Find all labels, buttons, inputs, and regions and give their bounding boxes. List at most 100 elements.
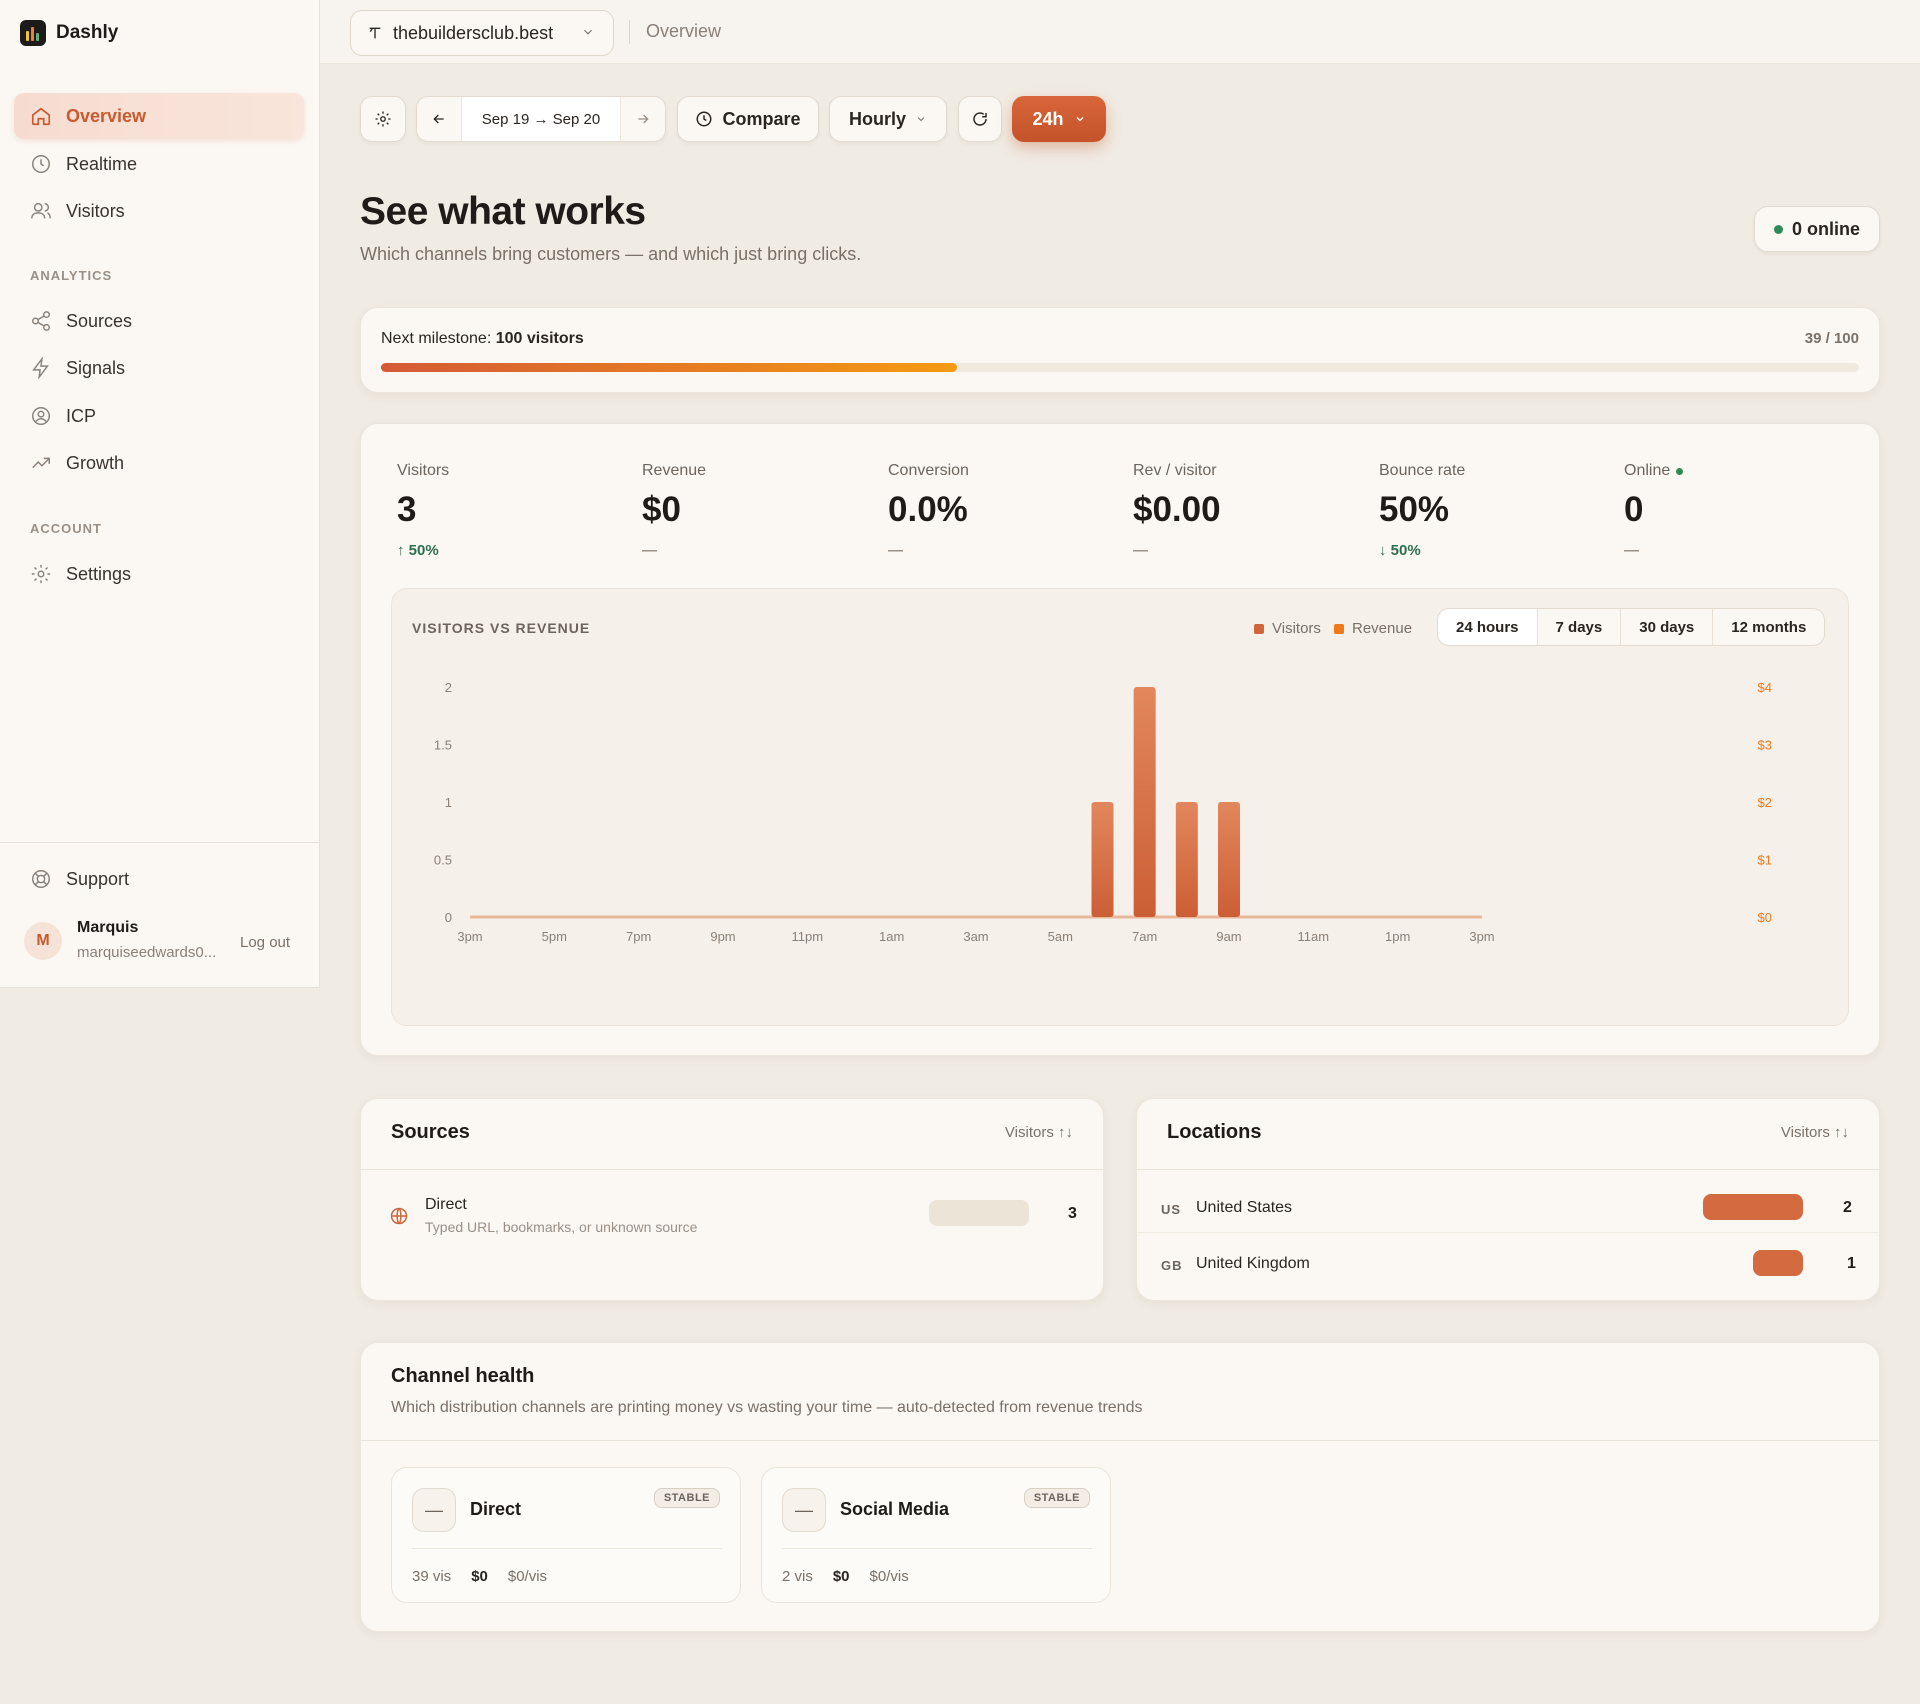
stat-revenue[interactable]: Revenue $0 — — [642, 462, 862, 559]
card-divider — [361, 1440, 1879, 1441]
status-badge: STABLE — [653, 1488, 720, 1508]
stat-delta: — — [1624, 542, 1639, 559]
stat-label: Online — [1624, 462, 1671, 479]
breadcrumb: Overview — [646, 21, 722, 41]
legend-visitors[interactable]: Visitors — [1254, 620, 1321, 637]
sidebar-item-realtime[interactable]: Realtime — [14, 141, 304, 187]
avatar[interactable]: M — [24, 922, 62, 960]
country-share-bar — [1753, 1250, 1803, 1276]
stat-label: Revenue — [642, 462, 707, 479]
sidebar-item-icp[interactable]: ICP — [14, 393, 304, 439]
stat-delta: — — [642, 542, 657, 559]
users-icon — [31, 202, 51, 219]
sidebar-item-support[interactable]: Support — [14, 856, 304, 902]
visitors-bar — [1218, 802, 1240, 917]
sources-title: Sources — [391, 1121, 470, 1143]
sidebar-item-overview[interactable]: Overview — [14, 93, 304, 139]
refresh-button[interactable] — [958, 96, 1002, 142]
sources-sort-toggle[interactable]: Visitors ↑↓ — [1004, 1124, 1073, 1141]
stable-trend-icon: — — [782, 1488, 826, 1532]
stats-card: Visitors 3 ↑ 50% Revenue $0 — Conversion… — [360, 423, 1880, 1056]
legend-revenue[interactable]: Revenue — [1334, 620, 1412, 637]
stat-rev-per-visitor[interactable]: Rev / visitor $0.00 — — [1133, 462, 1353, 559]
milestone-progress-track — [381, 363, 1859, 372]
locations-card: Locations Visitors ↑↓ US United States 2… — [1136, 1098, 1880, 1301]
channel-visits: 39 vis — [412, 1568, 452, 1585]
sidebar-item-label: Overview — [66, 105, 147, 126]
card-divider — [782, 1548, 1092, 1549]
channel-health-subtitle: Which distribution channels are printing… — [391, 1399, 1143, 1416]
channel-visits: 2 vis — [782, 1568, 813, 1585]
milestone-target: 100 visitors — [495, 330, 584, 347]
y2-tick-label: $2 — [1758, 795, 1772, 810]
stat-value: 50% — [1379, 490, 1450, 529]
site-favicon-icon — [369, 27, 381, 39]
range-12-months[interactable]: 12 months — [1731, 618, 1807, 636]
dashly-logo-icon — [20, 20, 46, 46]
sidebar-item-growth[interactable]: Growth — [14, 440, 304, 486]
sidebar-item-visitors[interactable]: Visitors — [14, 188, 304, 234]
period-dropdown[interactable]: 24h — [1012, 96, 1106, 142]
chevron-down-icon — [917, 117, 925, 122]
channel-health-card: Channel health Which distribution channe… — [360, 1342, 1880, 1632]
stat-visitors[interactable]: Visitors 3 ↑ 50% — [397, 462, 617, 559]
next-period-button[interactable] — [621, 97, 665, 141]
legend-swatch-visitors — [1254, 623, 1264, 634]
source-name: Direct — [425, 1196, 467, 1213]
y-tick-label: 1 — [445, 795, 452, 810]
x-tick-label: 7pm — [626, 929, 651, 944]
sidebar-item-signals[interactable]: Signals — [14, 345, 304, 391]
range-7-days[interactable]: 7 days — [1538, 609, 1622, 645]
arrow-left-icon — [433, 114, 444, 124]
country-code: US — [1161, 1202, 1182, 1217]
milestone-label: Next milestone: 100 visitors — [381, 330, 584, 348]
channel-card-direct[interactable]: — Direct STABLE 39 vis $0 $0/vis — [391, 1467, 741, 1603]
stat-label: Bounce rate — [1379, 462, 1466, 479]
logout-link[interactable]: Log out — [240, 934, 291, 951]
chevron-down-icon — [1076, 117, 1083, 122]
sources-card: Sources Visitors ↑↓ Direct Typed URL, bo… — [360, 1098, 1104, 1301]
y2-tick-label: $4 — [1758, 680, 1772, 695]
status-badge: STABLE — [1023, 1488, 1090, 1508]
country-name: United Kingdom — [1196, 1255, 1310, 1272]
channel-card-social-media[interactable]: — Social Media STABLE 2 vis $0 $0/vis — [761, 1467, 1111, 1603]
gear-icon — [375, 111, 391, 127]
page-subtitle: Which channels bring customers — and whi… — [360, 244, 862, 264]
range-24-hours[interactable]: 24 hours — [1438, 609, 1538, 645]
x-tick-label: 11pm — [792, 929, 824, 944]
trend-icon — [32, 457, 50, 469]
country-count: 1 — [1847, 1255, 1856, 1272]
x-tick-label: 9am — [1216, 929, 1241, 944]
sidebar-item-label: Visitors — [66, 200, 125, 221]
stat-value: $0 — [642, 490, 681, 529]
x-tick-label: 5am — [1048, 929, 1073, 944]
stat-value: $0.00 — [1133, 490, 1221, 529]
channel-metrics: 2 vis $0 $0/vis — [782, 1568, 909, 1585]
brand[interactable]: Dashly — [20, 20, 118, 46]
stat-conversion[interactable]: Conversion 0.0% — — [888, 462, 1108, 559]
sidebar-item-sources[interactable]: Sources — [14, 298, 304, 344]
date-range-label[interactable]: Sep 19 → Sep 20 — [461, 97, 621, 141]
sidebar-item-settings[interactable]: Settings — [14, 551, 304, 597]
clock-icon — [32, 155, 50, 173]
sidebar-divider — [0, 842, 320, 843]
globe-icon — [390, 1207, 408, 1225]
row-divider — [1137, 1232, 1879, 1233]
country-share-bar — [1703, 1194, 1803, 1220]
x-tick-label: 11am — [1298, 929, 1330, 944]
online-status-badge[interactable]: 0 online — [1754, 206, 1880, 252]
stat-bounce-rate[interactable]: Bounce rate 50% ↓ 50% — [1379, 462, 1599, 559]
chart-canvas: 0 0.5 1 1.5 2 $0 $1 $2 $3 $4 3pm 5pm 7pm 9pm 11pm 1am 3a… — [434, 680, 1772, 944]
settings-button[interactable] — [360, 96, 406, 142]
stat-delta: — — [888, 542, 903, 559]
stat-online[interactable]: Online 0 — — [1624, 462, 1844, 559]
range-30-days[interactable]: 30 days — [1621, 609, 1714, 645]
previous-period-button[interactable] — [417, 97, 461, 141]
compare-button[interactable]: Compare — [677, 96, 819, 142]
locations-sort-toggle[interactable]: Visitors ↑↓ — [1780, 1124, 1849, 1141]
user-email: marquiseedwards0... — [77, 944, 217, 961]
site-selector[interactable]: thebuildersclub.best — [350, 10, 614, 56]
interval-dropdown[interactable]: Hourly — [829, 96, 947, 142]
locations-title: Locations — [1167, 1121, 1262, 1143]
topbar: thebuildersclub.best Overview — [320, 0, 1920, 64]
